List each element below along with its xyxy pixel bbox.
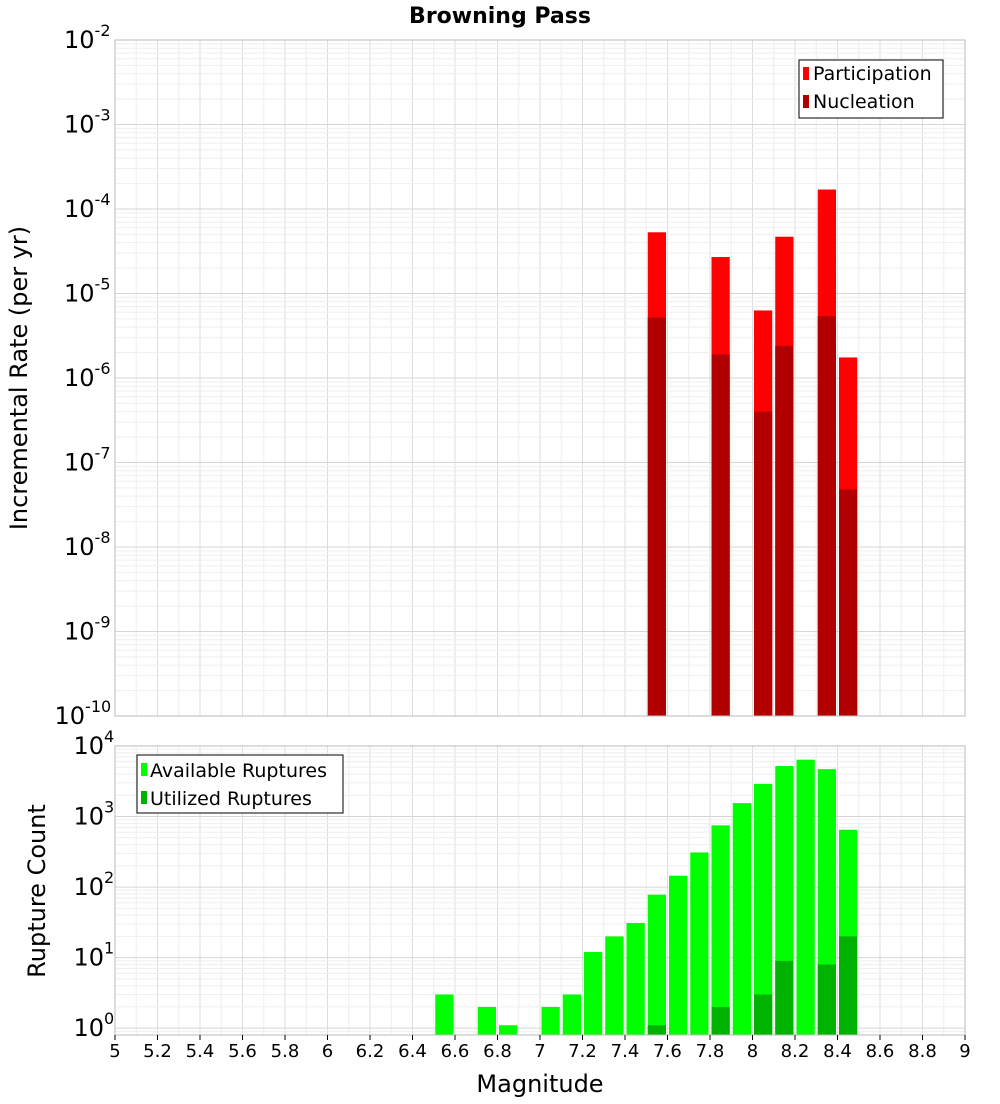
- bottom-bar-utilized-ruptures: [754, 994, 773, 1035]
- x-tick-label: 7.6: [653, 1041, 682, 1062]
- top-bar-nucleation: [775, 345, 794, 716]
- top-plot-bars: [647, 189, 858, 716]
- legend-label-nucleation: Nucleation: [813, 91, 915, 113]
- top-legend: Participation Nucleation: [798, 59, 944, 119]
- bottom-bar-utilized-ruptures: [839, 936, 858, 1035]
- x-tick-label: 6.4: [398, 1041, 427, 1062]
- bottom-bar-available-ruptures: [605, 936, 624, 1035]
- top-bar-nucleation: [647, 317, 666, 716]
- bottom-bar-available-ruptures: [690, 852, 709, 1035]
- legend-label-available: Available Ruptures: [150, 760, 327, 782]
- x-tick-label: 9: [959, 1041, 970, 1062]
- legend-label-utilized: Utilized Ruptures: [150, 788, 312, 810]
- bottom-bar-utilized-ruptures: [775, 960, 794, 1035]
- x-tick-label: 6.2: [356, 1041, 385, 1062]
- bottom-bar-available-ruptures: [754, 783, 773, 1035]
- top-legend-box: [798, 59, 944, 119]
- y-tick-label: 102: [74, 868, 115, 901]
- bottom-bar-available-ruptures: [477, 1006, 496, 1035]
- bottom-bar-available-ruptures: [626, 922, 645, 1035]
- x-axis-label: Magnitude: [476, 1070, 603, 1098]
- x-tick-label: 5.4: [186, 1041, 215, 1062]
- y-tick-label: 104: [74, 727, 115, 760]
- x-tick-label: 5: [109, 1041, 120, 1062]
- x-tick-label: 5.2: [143, 1041, 172, 1062]
- top-bar-nucleation: [839, 489, 858, 716]
- x-tick-label: 8.8: [908, 1041, 937, 1062]
- bottom-bar-available-ruptures: [584, 952, 603, 1035]
- bottom-bar-available-ruptures: [711, 825, 730, 1035]
- bottom-bar-available-ruptures: [562, 994, 581, 1035]
- x-tick-label: 5.6: [228, 1041, 257, 1062]
- x-tick-label: 6.8: [483, 1041, 512, 1062]
- bottom-bar-utilized-ruptures: [647, 1025, 666, 1035]
- bottom-bar-available-ruptures: [669, 875, 688, 1035]
- bottom-bar-available-ruptures: [732, 803, 751, 1035]
- top-plot-border: [114, 39, 966, 717]
- bottom-legend-box: [136, 754, 344, 814]
- y-tick-label: 10-6: [64, 359, 111, 392]
- bottom-bar-available-ruptures: [796, 759, 815, 1035]
- x-tick-label: 8.6: [866, 1041, 895, 1062]
- bottom-bar-utilized-ruptures: [711, 1006, 730, 1035]
- bottom-bar-available-ruptures: [435, 994, 454, 1035]
- x-tick-label: 8.4: [823, 1041, 852, 1062]
- y-tick-label: 10-10: [55, 697, 112, 730]
- y-tick-label: 10-3: [64, 106, 111, 139]
- chart-title: Browning Pass: [409, 4, 591, 29]
- legend-swatch-utilized: [141, 791, 147, 804]
- y-tick-label: 10-2: [64, 21, 111, 54]
- y-tick-label: 10-7: [64, 444, 111, 477]
- legend-swatch-participation: [803, 67, 809, 80]
- x-tick-label: 7: [534, 1041, 545, 1062]
- x-tick-label: 7.4: [611, 1041, 640, 1062]
- x-tick-label: 8: [747, 1041, 758, 1062]
- x-tick-label: 7.8: [696, 1041, 725, 1062]
- x-tick-label: 6: [322, 1041, 333, 1062]
- top-y-axis-label: Incremental Rate (per yr): [5, 226, 33, 530]
- legend-label-participation: Participation: [813, 63, 932, 85]
- bottom-bar-available-ruptures: [499, 1025, 518, 1035]
- x-tick-label: 6.6: [441, 1041, 470, 1062]
- top-plot-grid: [114, 39, 966, 717]
- y-tick-label: 10-8: [64, 528, 111, 561]
- y-tick-label: 10-4: [64, 190, 111, 223]
- bottom-y-axis-label: Rupture Count: [23, 804, 51, 978]
- top-plot-frame: [114, 39, 966, 717]
- bottom-bar-utilized-ruptures: [817, 964, 836, 1035]
- top-bar-nucleation: [711, 354, 730, 716]
- bottom-bar-available-ruptures: [541, 1006, 560, 1035]
- top-y-ticks: 10-10 10-9 10-8 10-7 10-6 10-5 10-4 10-3 10-2: [55, 21, 112, 730]
- x-tick-label: 8.2: [781, 1041, 810, 1062]
- bottom-bar-available-ruptures: [647, 894, 666, 1035]
- bottom-legend: Available Ruptures Utilized Ruptures: [136, 754, 344, 814]
- y-tick-label: 101: [74, 939, 115, 972]
- y-tick-label: 10-5: [64, 275, 111, 308]
- y-tick-label: 100: [74, 1009, 115, 1042]
- bottom-y-ticks: 100 101 102 103 104: [74, 727, 115, 1042]
- legend-swatch-available: [141, 763, 147, 776]
- x-tick-label: 7.2: [568, 1041, 597, 1062]
- legend-swatch-nucleation: [803, 95, 809, 108]
- top-bar-nucleation: [754, 411, 773, 716]
- top-bar-nucleation: [817, 316, 836, 716]
- x-tick-label: 5.8: [271, 1041, 300, 1062]
- y-tick-label: 10-9: [64, 613, 111, 646]
- x-ticks: 5 5.2 5.4 5.6 5.8 6 6.2 6.4 6.6 6.8 7 7.2 7.4 7.6 7.8 8…: [109, 1035, 971, 1062]
- bottom-plot-bars: [435, 759, 858, 1035]
- y-tick-label: 103: [74, 798, 115, 831]
